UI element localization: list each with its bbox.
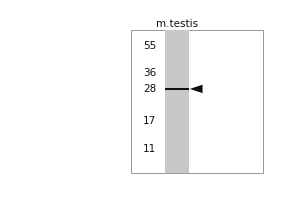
Bar xyxy=(130,30,263,173)
Text: 28: 28 xyxy=(143,84,156,94)
Text: 36: 36 xyxy=(143,68,156,78)
Text: 17: 17 xyxy=(143,116,156,126)
Text: 11: 11 xyxy=(143,144,156,154)
Bar xyxy=(165,88,189,90)
Polygon shape xyxy=(190,85,203,93)
Bar xyxy=(165,30,189,173)
Text: 55: 55 xyxy=(143,41,156,51)
Text: m.testis: m.testis xyxy=(156,19,198,29)
